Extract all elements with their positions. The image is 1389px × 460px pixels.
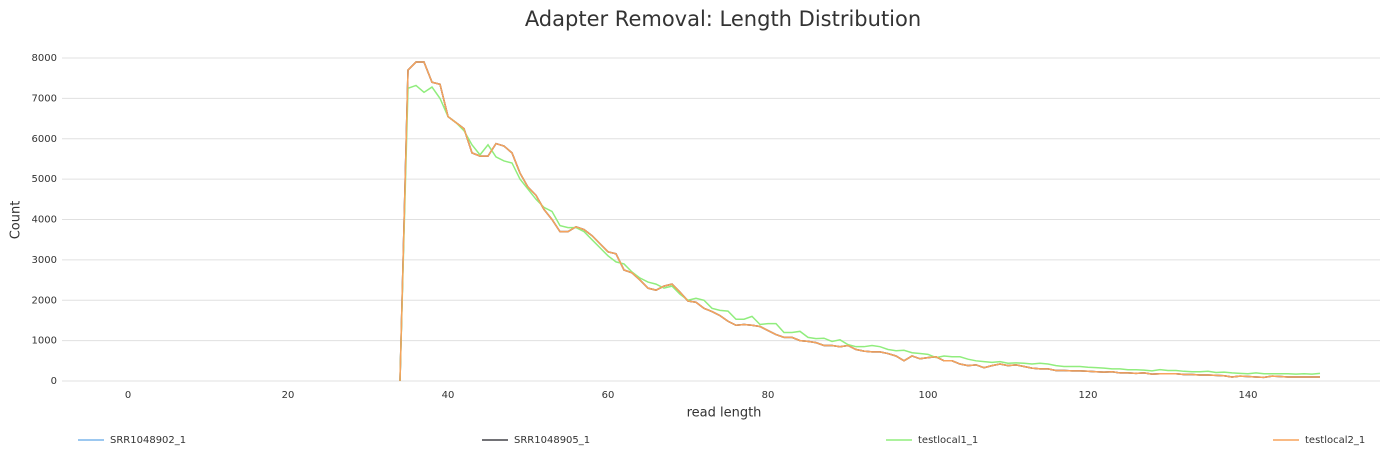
x-tick-label: 80	[762, 390, 775, 401]
series-line	[399, 84, 1321, 382]
x-tick-label: 140	[1238, 390, 1257, 401]
series-line	[399, 61, 1320, 382]
y-tick-label: 0	[51, 376, 57, 387]
chart-title: Adapter Removal: Length Distribution	[525, 7, 921, 31]
y-tick-label: 7000	[32, 93, 57, 104]
x-tick-label: 60	[602, 390, 615, 401]
legend-label[interactable]: SRR1048905_1	[514, 435, 590, 446]
y-tick-label: 3000	[32, 255, 57, 266]
x-tick-label: 0	[125, 390, 131, 401]
y-axis-label: Count	[9, 201, 24, 240]
legend-label[interactable]: testlocal2_1	[1305, 435, 1365, 446]
y-tick-label: 6000	[32, 134, 57, 145]
legend-label[interactable]: testlocal1_1	[918, 435, 978, 446]
y-tick-label: 2000	[32, 295, 57, 306]
series-line	[399, 61, 1320, 382]
x-axis-label: read length	[687, 406, 762, 421]
x-tick-label: 40	[442, 390, 455, 401]
y-tick-label: 8000	[32, 53, 57, 64]
x-tick-label: 120	[1078, 390, 1097, 401]
y-tick-label: 1000	[32, 336, 57, 347]
x-tick-label: 100	[918, 390, 937, 401]
x-tick-label: 20	[282, 390, 295, 401]
y-tick-label: 5000	[32, 174, 57, 185]
y-tick-label: 4000	[32, 215, 57, 226]
series-line	[399, 61, 1320, 382]
legend-label[interactable]: SRR1048902_1	[110, 435, 186, 446]
